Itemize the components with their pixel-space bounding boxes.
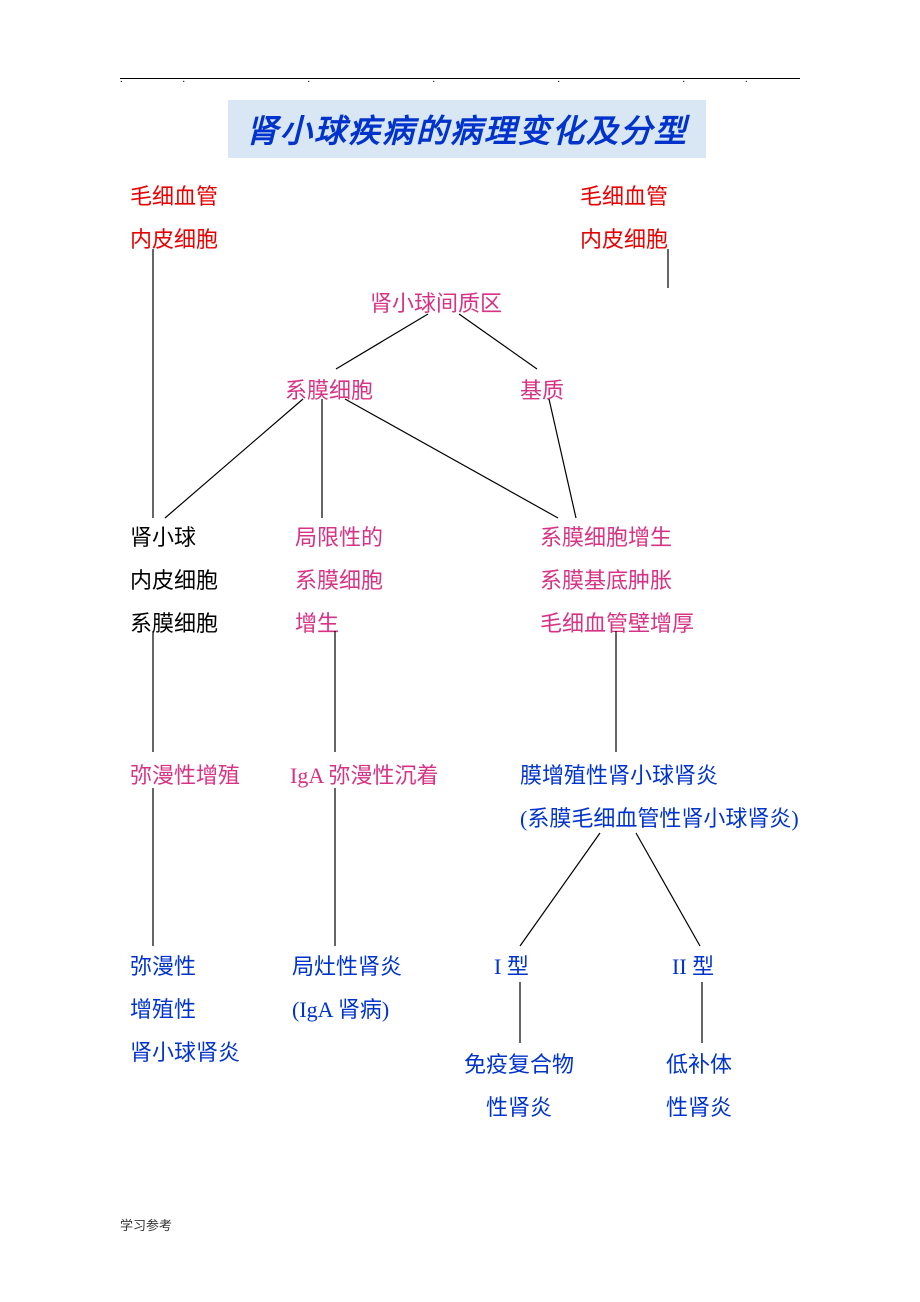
label: 免疫复合物: [464, 1044, 574, 1087]
label: 性肾炎: [666, 1087, 732, 1130]
label: 毛细血管: [130, 176, 218, 219]
node-mesangial-cell: 系膜细胞: [285, 370, 373, 413]
node-iga-deposit: IgA 弥漫性沉着: [290, 755, 439, 798]
page-title: 肾小球疾病的病理变化及分型: [246, 113, 688, 149]
title-box: 肾小球疾病的病理变化及分型: [228, 100, 706, 158]
label: 增殖性: [130, 989, 240, 1032]
node-type2: II 型: [672, 946, 714, 989]
node-mpgn: 膜增殖性肾小球肾炎 (系膜毛细血管性肾小球肾炎): [520, 755, 799, 841]
node-col2: 局限性的 系膜细胞 增生: [295, 517, 383, 646]
node-matrix: 基质: [520, 370, 564, 413]
label: 局限性的: [295, 517, 383, 560]
header-dots: .. . . . ..: [120, 74, 808, 85]
label: 系膜细胞: [130, 603, 218, 646]
label: (系膜毛细血管性肾小球肾炎): [520, 798, 799, 841]
node-type2-sub: 低补体 性肾炎: [666, 1044, 732, 1130]
label: 肾小球: [130, 517, 218, 560]
node-col3: 系膜细胞增生 系膜基底肿胀 毛细血管壁增厚: [540, 517, 694, 646]
label: 增生: [295, 603, 383, 646]
label: 系膜细胞: [295, 560, 383, 603]
node-type1: I 型: [494, 946, 529, 989]
node-col1: 肾小球 内皮细胞 系膜细胞: [130, 517, 218, 646]
label: 内皮细胞: [130, 560, 218, 603]
label: 系膜基底肿胀: [540, 560, 694, 603]
label: 低补体: [666, 1044, 732, 1087]
node-top-right: 毛细血管 内皮细胞: [580, 176, 668, 262]
label: 内皮细胞: [580, 219, 668, 262]
label: 肾小球肾炎: [130, 1032, 240, 1075]
label: 性肾炎: [464, 1087, 574, 1130]
footer-text: 学习参考: [120, 1215, 172, 1234]
label: (IgA 肾病): [292, 989, 402, 1032]
label: 系膜细胞增生: [540, 517, 694, 560]
node-mesangium: 肾小球间质区: [370, 283, 502, 326]
label: 局灶性肾炎: [292, 946, 402, 989]
label: 膜增殖性肾小球肾炎: [520, 755, 799, 798]
label: 弥漫性: [130, 946, 240, 989]
node-diffuse-prolif: 弥漫性增殖: [130, 755, 240, 798]
node-out1: 弥漫性 增殖性 肾小球肾炎: [130, 946, 240, 1075]
label: 内皮细胞: [130, 219, 218, 262]
node-top-left: 毛细血管 内皮细胞: [130, 176, 218, 262]
label: 毛细血管壁增厚: [540, 603, 694, 646]
node-out2: 局灶性肾炎 (IgA 肾病): [292, 946, 402, 1032]
label: 毛细血管: [580, 176, 668, 219]
node-type1-sub: 免疫复合物 性肾炎: [464, 1044, 574, 1130]
